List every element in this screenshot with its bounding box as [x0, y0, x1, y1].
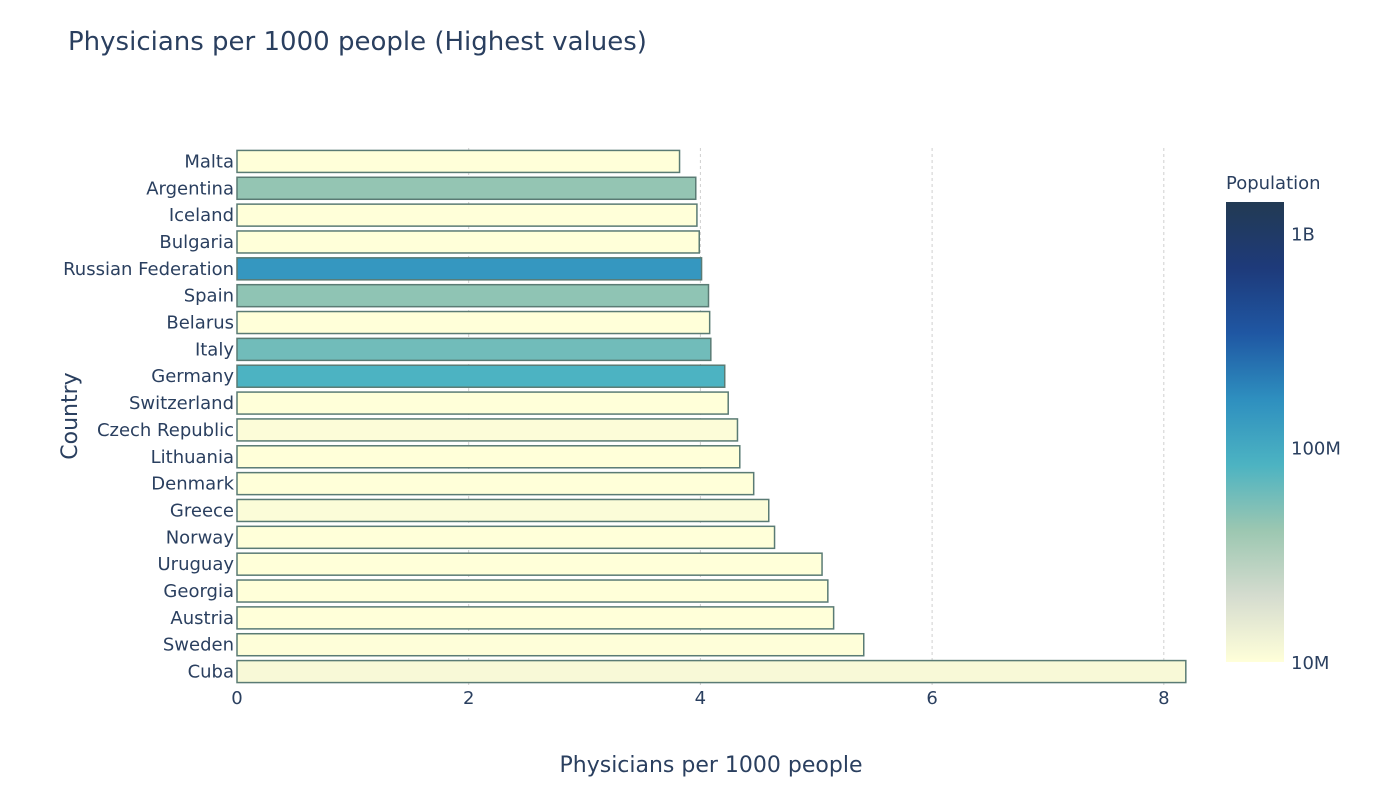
x-tick-labels: 0 2 4 6 8: [231, 688, 1169, 709]
bar-denmark: [236, 471, 755, 496]
bar-austria: [236, 606, 835, 630]
colorbar-tick-100M: 100M: [1291, 439, 1341, 460]
x-tick-8: 8: [1158, 688, 1169, 709]
y-tick-switzerland: Switzerland: [129, 393, 234, 414]
y-tick-norway: Norway: [166, 527, 235, 548]
bar-sweden: [236, 632, 865, 657]
y-tick-georgia: Georgia: [163, 581, 234, 602]
y-tick-russian-federation: Russian Federation: [63, 259, 234, 280]
y-tick-lithuania: Lithuania: [151, 447, 234, 468]
bar-bulgaria: [236, 230, 700, 254]
x-tick-4: 4: [695, 688, 706, 709]
bar-czech-republic: [236, 418, 739, 442]
bar-russian-federation: [236, 257, 703, 281]
bar-greece: [236, 498, 770, 523]
bar-belarus: [236, 310, 711, 335]
bar-argentina: [236, 176, 697, 201]
y-tick-austria: Austria: [170, 608, 234, 629]
bar-germany: [236, 364, 726, 388]
bar-cuba: [236, 659, 1187, 684]
chart-title: Physicians per 1000 people (Highest valu…: [68, 27, 647, 57]
y-tick-labels: Malta Argentina Iceland Bulgaria Russian Fed…: [63, 151, 234, 682]
y-tick-denmark: Denmark: [151, 474, 234, 495]
y-tick-czech-republic: Czech Republic: [97, 420, 234, 441]
y-tick-argentina: Argentina: [146, 178, 234, 199]
y-tick-greece: Greece: [170, 500, 234, 521]
y-axis-title: Country: [58, 372, 83, 459]
colorbar-title: Population: [1226, 173, 1321, 194]
y-tick-cuba: Cuba: [188, 662, 234, 683]
x-tick-6: 6: [926, 688, 937, 709]
y-tick-iceland: Iceland: [169, 205, 234, 226]
colorbar-tick-1B: 1B: [1291, 224, 1315, 245]
colorbar-ticks: 10M 100M 1B: [1291, 224, 1341, 674]
y-tick-sweden: Sweden: [163, 635, 234, 656]
y-tick-bulgaria: Bulgaria: [159, 232, 234, 253]
bar-iceland: [236, 203, 698, 227]
bar-uruguay: [236, 552, 823, 576]
bar-norway: [236, 525, 776, 550]
colorbar-tick-10M: 10M: [1291, 653, 1329, 674]
y-tick-belarus: Belarus: [166, 313, 234, 334]
x-tick-0: 0: [231, 688, 242, 709]
bars: [236, 149, 1187, 684]
colorbar: Population 10M 100M 1B: [1226, 173, 1341, 674]
x-tick-2: 2: [463, 688, 474, 709]
bar-switzerland: [236, 391, 729, 415]
x-axis-title: Physicians per 1000 people: [560, 753, 863, 778]
y-tick-malta: Malta: [184, 151, 234, 172]
bar-lithuania: [236, 445, 741, 469]
y-tick-italy: Italy: [195, 339, 234, 360]
bar-italy: [236, 337, 712, 362]
colorbar-gradient: [1226, 202, 1284, 662]
bar-georgia: [236, 579, 829, 603]
y-tick-uruguay: Uruguay: [158, 554, 235, 575]
bar-malta: [236, 149, 681, 174]
bar-spain: [236, 283, 710, 308]
y-tick-spain: Spain: [184, 286, 234, 307]
y-tick-germany: Germany: [151, 366, 234, 387]
grid: [468, 148, 1165, 685]
